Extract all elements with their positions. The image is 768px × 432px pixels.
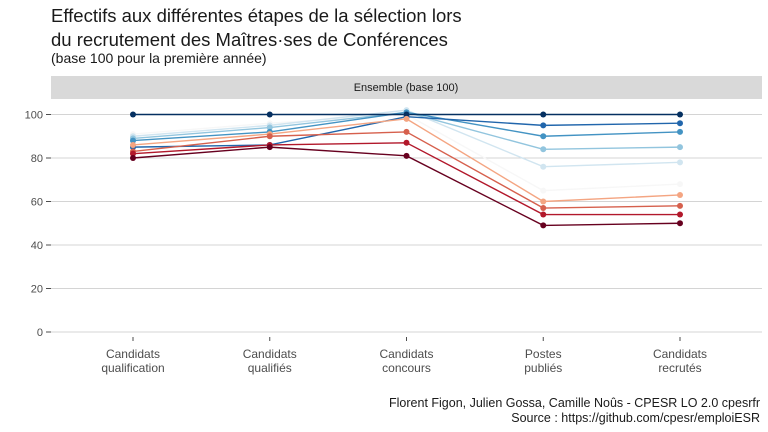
- x-tick-label: Postes publiés: [524, 347, 562, 375]
- data-point-s6: [403, 111, 410, 118]
- chart-caption: Florent Figon, Julien Gossa, Camille Noû…: [389, 396, 760, 426]
- data-point-s3: [677, 144, 683, 151]
- data-point-s3: [540, 146, 547, 153]
- data-point-s2: [677, 159, 683, 166]
- facet-strip-label: Ensemble (base 100): [354, 82, 459, 94]
- facet-strip: [51, 76, 762, 99]
- x-tick-label-line: Candidats: [243, 347, 297, 361]
- data-point-s1: [677, 181, 683, 188]
- x-tick-label-line: Candidats: [106, 347, 160, 361]
- data-point-s10: [403, 152, 410, 159]
- data-point-s10: [130, 155, 136, 161]
- caption-source: Source : https://github.com/cpesr/emploi…: [511, 411, 760, 425]
- x-tick-label: Candidats recrutés: [653, 347, 707, 375]
- data-point-s7: [403, 115, 410, 122]
- data-point-s8: [403, 128, 410, 135]
- chart-title-line-2: du recrutement des Maîtres·ses de Confér…: [51, 29, 448, 50]
- caption-authors: Florent Figon, Julien Gossa, Camille Noû…: [389, 396, 760, 410]
- data-point-s6: [677, 111, 683, 118]
- data-point-s9: [677, 211, 683, 218]
- x-tick-label: Candidats qualifiés: [243, 347, 297, 375]
- data-point-s6: [540, 111, 547, 118]
- x-tick-label-line: qualification: [101, 361, 164, 375]
- data-point-s9: [540, 211, 547, 218]
- y-tick-label: 20: [31, 284, 43, 296]
- data-point-s5: [677, 120, 683, 127]
- x-tick-label-line: Postes: [525, 347, 562, 361]
- data-point-s9: [130, 150, 136, 157]
- series-line-s10: [132, 146, 681, 227]
- data-point-s1: [540, 187, 547, 194]
- series-points: [130, 107, 683, 229]
- data-point-s4: [540, 133, 547, 140]
- x-tick-label-line: qualifiés: [248, 361, 292, 375]
- data-point-s8: [540, 205, 547, 212]
- x-tick-label: Candidats concours: [379, 347, 433, 375]
- data-point-s8: [266, 133, 273, 140]
- data-point-s5: [540, 122, 547, 129]
- y-axis: 0 20 40 60 80 100: [25, 110, 51, 339]
- data-point-s9: [403, 139, 410, 146]
- data-point-s8: [677, 202, 683, 209]
- data-point-s10: [540, 222, 547, 229]
- x-tick-label-line: publiés: [524, 361, 562, 375]
- chart-title-line-1: Effectifs aux différentes étapes de la s…: [51, 5, 462, 26]
- y-tick-label: 0: [37, 327, 43, 339]
- data-point-s2: [540, 163, 547, 170]
- data-point-s6: [266, 111, 273, 118]
- series-line-s1: [132, 113, 681, 192]
- chart-subtitle: (base 100 pour la première année): [51, 50, 267, 66]
- y-tick-label: 60: [31, 197, 43, 209]
- data-point-s7: [540, 198, 547, 205]
- x-tick-label-line: concours: [382, 361, 431, 375]
- x-tick-label-line: Candidats: [653, 347, 707, 361]
- data-point-s4: [677, 128, 683, 135]
- y-tick-label: 40: [31, 240, 43, 252]
- data-point-s7: [130, 141, 136, 148]
- y-tick-label: 80: [31, 153, 43, 165]
- x-tick-label: Candidats qualification: [101, 347, 164, 375]
- data-point-s7: [677, 191, 683, 198]
- data-point-s4: [130, 137, 136, 144]
- x-tick-label-line: recrutés: [658, 361, 701, 375]
- data-point-s6: [130, 111, 136, 118]
- series-lines: [132, 109, 681, 227]
- chart-title: Effectifs aux différentes étapes de la s…: [51, 4, 611, 52]
- x-tick-label-line: Candidats: [379, 347, 433, 361]
- data-point-s3: [266, 124, 273, 131]
- y-tick-label: 100: [25, 110, 43, 122]
- data-point-s10: [266, 144, 273, 151]
- data-point-s10: [677, 220, 683, 227]
